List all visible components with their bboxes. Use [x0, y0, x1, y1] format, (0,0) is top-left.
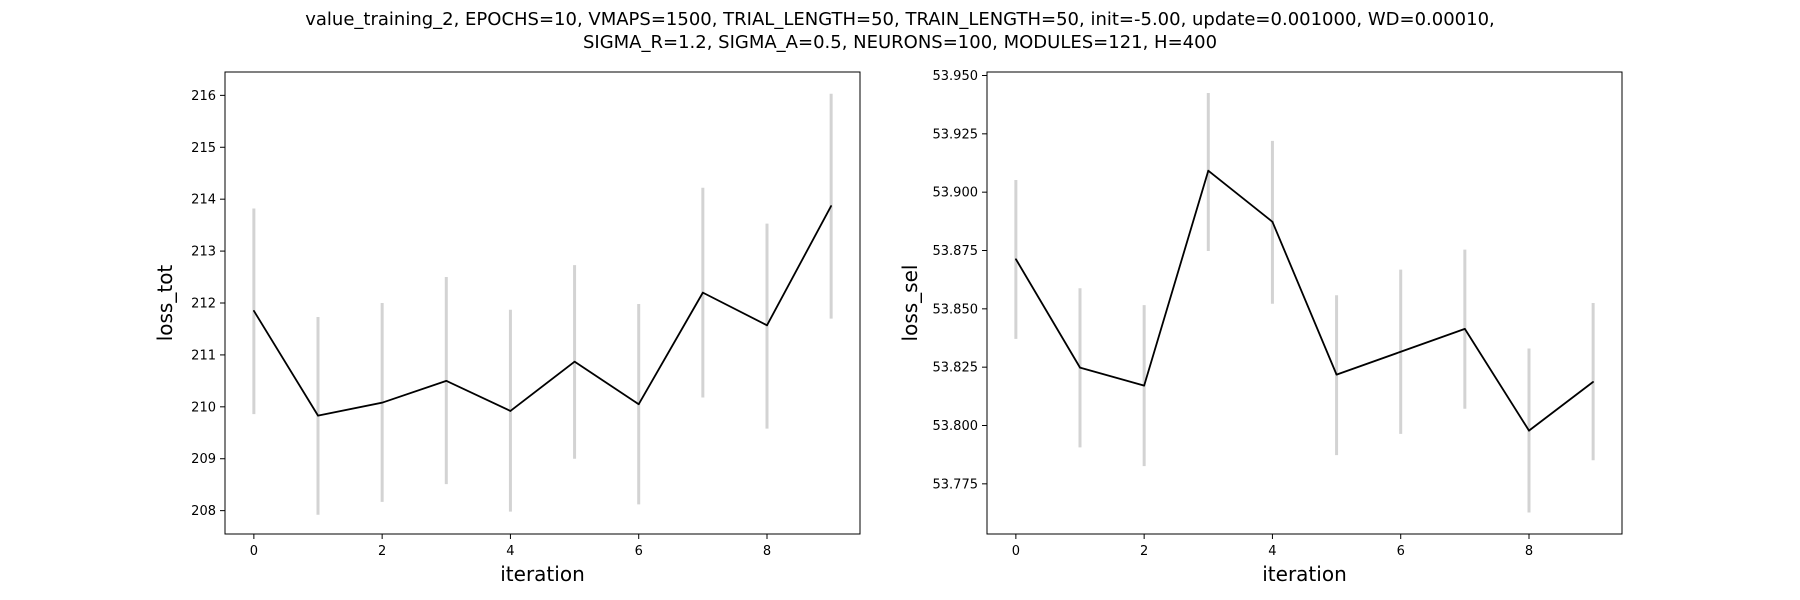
- plot-loss-sel: 0 2 4 6 8 53.775 53.800 53.825 53.850 53.875 53.90…: [898, 69, 1623, 586]
- data-point: [253, 309, 255, 312]
- data-point: [1143, 384, 1145, 387]
- x-axis-label: iteration: [500, 562, 585, 586]
- series-line: [1015, 169, 1594, 432]
- y-tick-label: 53.775: [933, 477, 979, 492]
- y-tick-label: 53.875: [933, 244, 979, 259]
- y-tick-label: 212: [191, 297, 216, 312]
- data-point: [1079, 366, 1081, 369]
- y-tick-label: 53.900: [933, 186, 979, 201]
- data-point: [1271, 221, 1274, 223]
- data-point: [573, 360, 576, 363]
- axes-frame: [224, 71, 861, 535]
- x-tick-label: 6: [635, 544, 643, 559]
- y-tick-label: 213: [191, 245, 216, 260]
- x-tick-label: 0: [250, 544, 258, 559]
- y-axis-label: loss_sel: [898, 265, 922, 342]
- y-tick-label: 53.950: [933, 69, 979, 84]
- y-tick-label: 53.925: [933, 127, 979, 142]
- data-point: [1335, 373, 1338, 376]
- y-tick-label: 53.825: [933, 361, 979, 376]
- data-point: [317, 414, 319, 417]
- data-point: [1464, 328, 1466, 330]
- data-point: [766, 324, 768, 327]
- y-tick-label: 53.850: [933, 302, 979, 317]
- data-point: [381, 401, 383, 404]
- data-point: [509, 410, 512, 412]
- axes-frame: [986, 71, 1623, 535]
- y-tick-label: 208: [191, 504, 216, 519]
- data-point: [830, 205, 832, 207]
- y-tick-label: 215: [191, 141, 216, 156]
- x-tick-label: 8: [1525, 544, 1533, 559]
- x-tick-label: 6: [1397, 544, 1405, 559]
- data-point: [1528, 429, 1530, 432]
- data-point: [637, 403, 640, 406]
- x-tick-label: 2: [378, 544, 386, 559]
- y-tick-label: 214: [191, 193, 216, 208]
- x-tick-label: 8: [763, 544, 771, 559]
- y-tick-label: 209: [191, 452, 216, 467]
- data-point: [1015, 258, 1017, 260]
- data-point: [702, 291, 704, 294]
- x-axis-label: iteration: [1262, 562, 1347, 586]
- y-tick-label: 210: [191, 400, 216, 415]
- figure-title-line-1: value_training_2, EPOCHS=10, VMAPS=1500,…: [305, 9, 1495, 30]
- data-point: [1399, 350, 1402, 353]
- y-tick-label: 216: [191, 89, 216, 104]
- x-tick-label: 4: [506, 544, 514, 559]
- plot-loss-tot: 0 2 4 6 8 208 209 210 211 212 213 214 215 216 iteratio…: [153, 71, 861, 586]
- x-tick-label: 2: [1140, 544, 1148, 559]
- x-tick-label: 0: [1012, 544, 1020, 559]
- x-tick-label: 4: [1268, 544, 1276, 559]
- y-tick-label: 211: [191, 348, 216, 363]
- figure-title-line-2: SIGMA_R=1.2, SIGMA_A=0.5, NEURONS=100, M…: [582, 32, 1218, 53]
- y-tick-label: 53.800: [933, 419, 979, 434]
- data-point: [1592, 381, 1594, 383]
- y-axis-label: loss_tot: [153, 265, 177, 342]
- series-line: [253, 205, 832, 417]
- data-point: [1207, 169, 1210, 172]
- data-point: [445, 380, 448, 382]
